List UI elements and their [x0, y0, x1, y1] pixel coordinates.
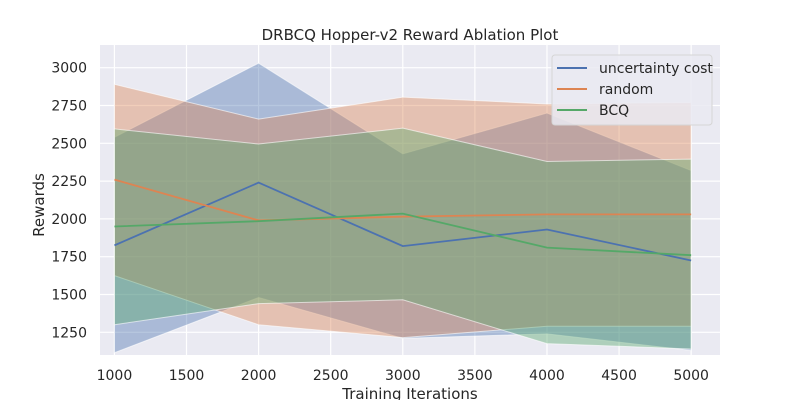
uncertainty-cost-line [114, 181, 692, 262]
legend-box [551, 54, 713, 126]
uncertainty-cost-band [113, 62, 692, 354]
x-tick-label: 3500 [457, 368, 493, 384]
y-tick-label: 1750 [51, 250, 87, 266]
x-tick-label: 3000 [385, 368, 421, 384]
x-tick-label: 4500 [601, 368, 637, 384]
y-tick-label: 2750 [51, 98, 87, 114]
bcq-line [114, 212, 692, 257]
x-tick-label: 1500 [169, 368, 205, 384]
random-legend-label: random [599, 82, 653, 98]
x-tick-label: 2000 [241, 368, 277, 384]
y-axis-label: Rewards [30, 173, 48, 237]
x-tick-label: 1000 [97, 368, 133, 384]
random-line [114, 178, 692, 222]
y-tick-labels: 1250 1500 1750 2000 2250 2500 2750 3000 [51, 61, 87, 342]
chart-title: DRBCQ Hopper-v2 Reward Ablation Plot [262, 26, 559, 44]
y-tick-label: 3000 [51, 61, 87, 77]
confidence-bands [113, 62, 692, 354]
y-tick-label: 2250 [51, 174, 87, 190]
series-lines [114, 178, 692, 262]
y-tick-label: 1500 [51, 288, 87, 304]
x-axis-label: Training Iterations [341, 385, 478, 400]
uncertainty-cost-legend-label: uncertainty cost [599, 61, 713, 77]
x-tick-label: 2500 [313, 368, 349, 384]
x-tick-label: 5000 [673, 368, 709, 384]
x-tick-labels: 1000 1500 2000 2500 3000 3500 4000 4500 5000 [97, 368, 709, 384]
y-tick-label: 2000 [51, 212, 87, 228]
legend: uncertainty cost random BCQ [551, 54, 713, 126]
x-tick-label: 4000 [529, 368, 565, 384]
bcq-legend-label: BCQ [599, 103, 629, 119]
y-tick-label: 1250 [51, 325, 87, 341]
y-tick-label: 2500 [51, 136, 87, 152]
